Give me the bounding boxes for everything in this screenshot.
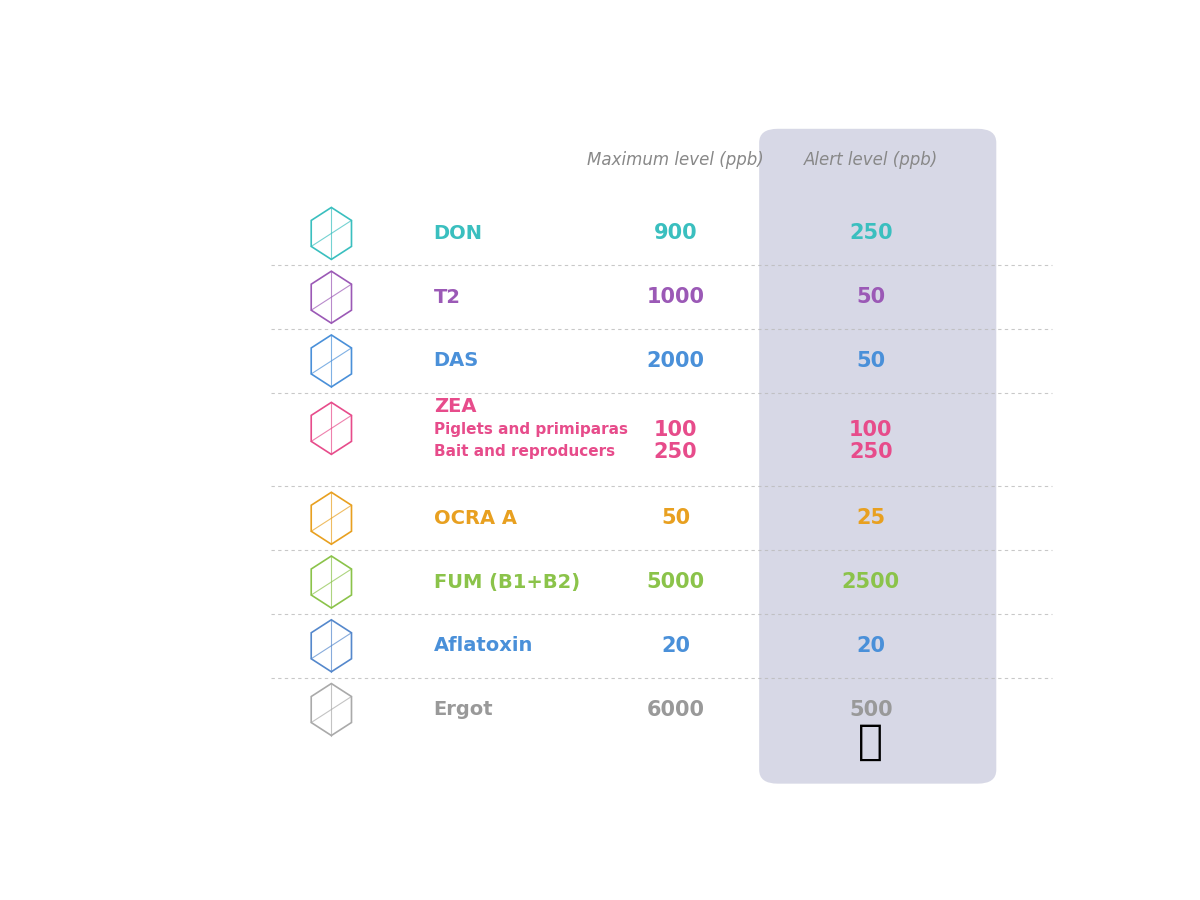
Text: 50: 50 [661, 508, 690, 528]
Text: 100: 100 [850, 419, 893, 439]
Text: 2500: 2500 [841, 572, 900, 592]
Text: DAS: DAS [433, 351, 479, 371]
Text: 🐄: 🐄 [858, 721, 883, 763]
Text: T2: T2 [433, 288, 461, 307]
Text: 500: 500 [848, 699, 893, 719]
Text: 50: 50 [856, 287, 886, 307]
Text: Alert level (ppb): Alert level (ppb) [804, 151, 938, 169]
Text: 2000: 2000 [647, 351, 704, 371]
Text: ZEA: ZEA [433, 397, 476, 416]
Text: OCRA A: OCRA A [433, 508, 517, 527]
Text: 100: 100 [654, 419, 697, 439]
Text: 250: 250 [848, 223, 893, 243]
Text: 250: 250 [654, 442, 697, 462]
Text: DON: DON [433, 224, 482, 243]
Text: 20: 20 [661, 635, 690, 656]
Text: Aflatoxin: Aflatoxin [433, 636, 533, 655]
Text: 6000: 6000 [647, 699, 704, 719]
Text: FUM (B1+B2): FUM (B1+B2) [433, 572, 580, 591]
Text: 50: 50 [856, 351, 886, 371]
FancyBboxPatch shape [760, 129, 996, 784]
Text: Piglets and primiparas: Piglets and primiparas [433, 422, 628, 437]
Text: 20: 20 [857, 635, 886, 656]
Text: 900: 900 [654, 223, 697, 243]
Text: 5000: 5000 [647, 572, 704, 592]
Text: 250: 250 [848, 442, 893, 462]
Text: Maximum level (ppb): Maximum level (ppb) [587, 151, 764, 169]
Text: Bait and reproducers: Bait and reproducers [433, 445, 614, 459]
Text: 25: 25 [856, 508, 886, 528]
Text: 1000: 1000 [647, 287, 704, 307]
Text: Ergot: Ergot [433, 700, 493, 719]
